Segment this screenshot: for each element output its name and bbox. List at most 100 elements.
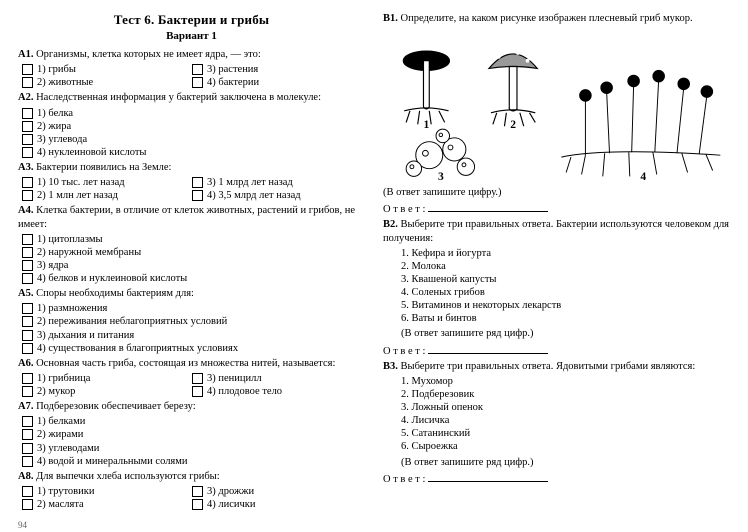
question-text: Клетка бактерии, в отличие от клеток жив… — [18, 205, 355, 229]
option[interactable]: 1) цитоплазмы — [22, 233, 365, 246]
option-text: 1) белка — [37, 107, 73, 120]
option[interactable]: 4) существования в благоприятных условия… — [22, 342, 365, 355]
option[interactable]: 3) углеводами — [22, 442, 365, 455]
option-text: 3) дыхания и питания — [37, 329, 134, 342]
option[interactable]: 1) грибница — [22, 372, 192, 385]
option[interactable]: 3) углевода — [22, 133, 365, 146]
option[interactable]: 3) дрожжи — [192, 485, 362, 498]
checkbox-icon[interactable] — [22, 330, 33, 341]
option[interactable]: 2) переживания неблагоприятных условий — [22, 315, 365, 328]
checkbox-icon[interactable] — [22, 443, 33, 454]
option-text: 4) плодовое тело — [207, 385, 282, 398]
question: А6. Основная часть гриба, состоящая из м… — [18, 357, 365, 370]
option[interactable]: 1) трутовики — [22, 485, 192, 498]
option[interactable]: 2) мукор — [22, 385, 192, 398]
answer-blank[interactable] — [428, 471, 548, 482]
checkbox-icon[interactable] — [22, 273, 33, 284]
checkbox-icon[interactable] — [22, 486, 33, 497]
option[interactable]: 4) белков и нуклеиновой кислоты — [22, 272, 365, 285]
option[interactable]: 3) пеницилл — [192, 372, 362, 385]
list-item: 4. Соленых грибов — [401, 286, 730, 299]
checkbox-icon[interactable] — [22, 303, 33, 314]
option[interactable]: 2) 1 млн лет назад — [22, 189, 192, 202]
checkbox-icon[interactable] — [192, 64, 203, 75]
checkbox-icon[interactable] — [22, 234, 33, 245]
option[interactable]: 4) нуклеиновой кислоты — [22, 146, 365, 159]
list-item: 4. Лисичка — [401, 414, 730, 427]
answer-label: О т в е т : — [383, 204, 425, 215]
list-item: 5. Сатанинский — [401, 427, 730, 440]
option[interactable]: 2) жирами — [22, 428, 365, 441]
option[interactable]: 1) грибы — [22, 63, 192, 76]
checkbox-icon[interactable] — [22, 260, 33, 271]
question-b3: В3. Выберите три правильных ответа. Ядов… — [383, 360, 730, 373]
option[interactable]: 2) животные — [22, 76, 192, 89]
checkbox-icon[interactable] — [22, 134, 33, 145]
option-text: 1) размножения — [37, 302, 107, 315]
option[interactable]: 3) растения — [192, 63, 362, 76]
question-label: В2. — [383, 219, 398, 230]
checkbox-icon[interactable] — [22, 416, 33, 427]
checkbox-icon[interactable] — [192, 373, 203, 384]
checkbox-icon[interactable] — [192, 386, 203, 397]
option[interactable]: 2) маслята — [22, 498, 192, 511]
option[interactable]: 3) 1 млрд лет назад — [192, 176, 362, 189]
checkbox-icon[interactable] — [22, 499, 33, 510]
options: 1) цитоплазмы2) наружной мембраны3) ядра… — [22, 233, 365, 286]
option-text: 4) 3,5 млрд лет назад — [207, 189, 301, 202]
option[interactable]: 4) 3,5 млрд лет назад — [192, 189, 362, 202]
answer-blank[interactable] — [428, 343, 548, 354]
checkbox-icon[interactable] — [192, 77, 203, 88]
list-item: 1. Мухомор — [401, 375, 730, 388]
options: 1) грибница3) пеницилл 2) мукор 4) плодово… — [22, 372, 365, 398]
checkbox-icon[interactable] — [22, 456, 33, 467]
checkbox-icon[interactable] — [22, 108, 33, 119]
options: 1) трутовики 3) дрожжи 2) маслята 4) лисичк… — [22, 485, 365, 511]
option[interactable]: 2) наружной мембраны — [22, 246, 365, 259]
option-text: 2) наружной мембраны — [37, 246, 141, 259]
option-text: 3) углеводами — [37, 442, 99, 455]
checkbox-icon[interactable] — [22, 373, 33, 384]
checkbox-icon[interactable] — [22, 386, 33, 397]
checkbox-icon[interactable] — [22, 121, 33, 132]
option[interactable]: 3) дыхания и питания — [22, 329, 365, 342]
checkbox-icon[interactable] — [22, 247, 33, 258]
checkbox-icon[interactable] — [22, 429, 33, 440]
option-text: 3) дрожжи — [207, 485, 254, 498]
option[interactable]: 1) размножения — [22, 302, 365, 315]
checkbox-icon[interactable] — [22, 147, 33, 158]
checkbox-icon[interactable] — [22, 177, 33, 188]
answer-blank[interactable] — [428, 201, 548, 212]
options: 1) белка2) жира3) углевода4) нуклеиновой… — [22, 107, 365, 160]
option[interactable]: 3) ядра — [22, 259, 365, 272]
option[interactable]: 4) бактерии — [192, 76, 362, 89]
option[interactable]: 1) белками — [22, 415, 365, 428]
checkbox-icon[interactable] — [22, 190, 33, 201]
checkbox-icon[interactable] — [22, 343, 33, 354]
option[interactable]: 4) водой и минеральными солями — [22, 455, 365, 468]
option-text: 1) 10 тыс. лет назад — [37, 176, 125, 189]
checkbox-icon[interactable] — [22, 64, 33, 75]
option-text: 4) лисички — [207, 498, 256, 511]
option[interactable]: 4) лисички — [192, 498, 362, 511]
option-text: 2) мукор — [37, 385, 75, 398]
b1-answer: О т в е т : — [383, 201, 730, 216]
checkbox-icon[interactable] — [22, 77, 33, 88]
checkbox-icon[interactable] — [22, 316, 33, 327]
checkbox-icon[interactable] — [192, 177, 203, 188]
option[interactable]: 4) плодовое тело — [192, 385, 362, 398]
question: А3. Бактерии появились на Земле: — [18, 161, 365, 174]
option[interactable]: 1) белка — [22, 107, 365, 120]
checkbox-icon[interactable] — [192, 499, 203, 510]
option-text: 1) грибы — [37, 63, 76, 76]
checkbox-icon[interactable] — [192, 486, 203, 497]
option-text: 4) водой и минеральными солями — [37, 455, 188, 468]
option[interactable]: 2) жира — [22, 120, 365, 133]
list-item: 2. Молока — [401, 260, 730, 273]
option-text: 4) существования в благоприятных условия… — [37, 342, 238, 355]
page-number: 94 — [18, 520, 27, 530]
question-label: В1. — [383, 13, 398, 24]
checkbox-icon[interactable] — [192, 190, 203, 201]
option-text: 2) животные — [37, 76, 93, 89]
option[interactable]: 1) 10 тыс. лет назад — [22, 176, 192, 189]
